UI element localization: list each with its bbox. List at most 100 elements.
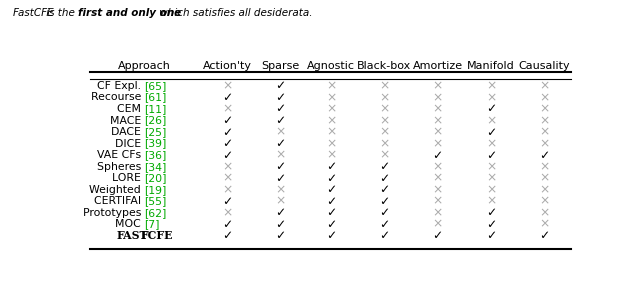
Text: FASTCFE: FASTCFE	[116, 230, 173, 241]
Text: ×: ×	[540, 183, 550, 196]
Text: ×: ×	[433, 114, 443, 127]
Text: FastCFE: FastCFE	[13, 8, 54, 19]
Text: ×: ×	[433, 206, 443, 219]
Text: ×: ×	[540, 218, 550, 231]
Text: ×: ×	[223, 183, 233, 196]
Text: ✓: ✓	[486, 103, 496, 115]
Text: ×: ×	[433, 218, 443, 231]
Text: Agnostic: Agnostic	[307, 61, 355, 71]
Text: ✓: ✓	[223, 229, 233, 242]
Text: ✓: ✓	[326, 206, 336, 219]
Text: Sparse: Sparse	[261, 61, 300, 71]
Text: ✓: ✓	[275, 137, 285, 150]
Text: MACE: MACE	[110, 115, 145, 126]
Text: ✓: ✓	[275, 114, 285, 127]
Text: ✓: ✓	[223, 218, 233, 231]
Text: ×: ×	[275, 126, 285, 139]
Text: ✓: ✓	[275, 160, 285, 173]
Text: ×: ×	[486, 183, 496, 196]
Text: ×: ×	[433, 80, 443, 92]
Text: ✓: ✓	[275, 91, 285, 104]
Text: ×: ×	[326, 126, 336, 139]
Text: ×: ×	[326, 80, 336, 92]
Text: ×: ×	[486, 172, 496, 185]
Text: ✓: ✓	[486, 126, 496, 139]
Text: ×: ×	[223, 206, 233, 219]
Text: ×: ×	[433, 183, 443, 196]
Text: ✓: ✓	[275, 229, 285, 242]
Text: ✓: ✓	[540, 149, 550, 162]
Text: ✓: ✓	[326, 229, 336, 242]
Text: ×: ×	[326, 137, 336, 150]
Text: ✓: ✓	[380, 160, 390, 173]
Text: ✓: ✓	[380, 172, 390, 185]
Text: ×: ×	[380, 149, 390, 162]
Text: ×: ×	[223, 103, 233, 115]
Text: ×: ×	[380, 114, 390, 127]
Text: ✓: ✓	[326, 218, 336, 231]
Text: ×: ×	[380, 91, 390, 104]
Text: LORE: LORE	[112, 173, 145, 183]
Text: ×: ×	[380, 80, 390, 92]
Text: ✓: ✓	[486, 229, 496, 242]
Text: [36]: [36]	[145, 150, 167, 160]
Text: ✓: ✓	[275, 206, 285, 219]
Text: CERTIFAI: CERTIFAI	[94, 196, 145, 206]
Text: ✓: ✓	[486, 149, 496, 162]
Text: ✓: ✓	[380, 218, 390, 231]
Text: Prototypes: Prototypes	[83, 208, 145, 218]
Text: ✓: ✓	[275, 80, 285, 92]
Text: Weighted: Weighted	[90, 185, 145, 195]
Text: Causality: Causality	[518, 61, 570, 71]
Text: ×: ×	[433, 126, 443, 139]
Text: ×: ×	[486, 114, 496, 127]
Text: ×: ×	[380, 137, 390, 150]
Text: ✓: ✓	[486, 206, 496, 219]
Text: ×: ×	[540, 126, 550, 139]
Text: Action'ty: Action'ty	[203, 61, 252, 71]
Text: ✓: ✓	[380, 195, 390, 208]
Text: ✓: ✓	[433, 149, 443, 162]
Text: Spheres: Spheres	[97, 162, 145, 172]
Text: ×: ×	[540, 137, 550, 150]
Text: ×: ×	[433, 91, 443, 104]
Text: ×: ×	[540, 103, 550, 115]
Text: [34]: [34]	[145, 162, 167, 172]
Text: ×: ×	[540, 160, 550, 173]
Text: ×: ×	[540, 91, 550, 104]
Text: ×: ×	[380, 103, 390, 115]
Text: ×: ×	[540, 172, 550, 185]
Text: [62]: [62]	[145, 208, 167, 218]
Text: ×: ×	[223, 160, 233, 173]
Text: ×: ×	[326, 114, 336, 127]
Text: [55]: [55]	[145, 196, 167, 206]
Text: CF Expl.: CF Expl.	[97, 81, 145, 91]
Text: ×: ×	[540, 206, 550, 219]
Text: ✓: ✓	[223, 91, 233, 104]
Text: ✓: ✓	[223, 195, 233, 208]
Text: ×: ×	[380, 126, 390, 139]
Text: ✓: ✓	[223, 126, 233, 139]
Text: ✓: ✓	[275, 218, 285, 231]
Text: ✓: ✓	[326, 160, 336, 173]
Text: Black-box: Black-box	[357, 61, 412, 71]
Text: ✓: ✓	[486, 218, 496, 231]
Text: ×: ×	[486, 160, 496, 173]
Text: ×: ×	[433, 172, 443, 185]
Text: [11]: [11]	[145, 104, 167, 114]
Text: [7]: [7]	[145, 219, 160, 229]
Text: [39]: [39]	[145, 139, 167, 149]
Text: F: F	[141, 230, 148, 241]
Text: [25]: [25]	[145, 127, 167, 137]
Text: ×: ×	[326, 91, 336, 104]
Text: ×: ×	[486, 137, 496, 150]
Text: Recourse: Recourse	[91, 92, 145, 103]
Text: ×: ×	[540, 80, 550, 92]
Text: is the: is the	[44, 8, 78, 19]
Text: ✓: ✓	[433, 229, 443, 242]
Text: ×: ×	[223, 80, 233, 92]
Text: ✓: ✓	[223, 137, 233, 150]
Text: DICE: DICE	[115, 139, 145, 149]
Text: ×: ×	[540, 195, 550, 208]
Text: [20]: [20]	[145, 173, 167, 183]
